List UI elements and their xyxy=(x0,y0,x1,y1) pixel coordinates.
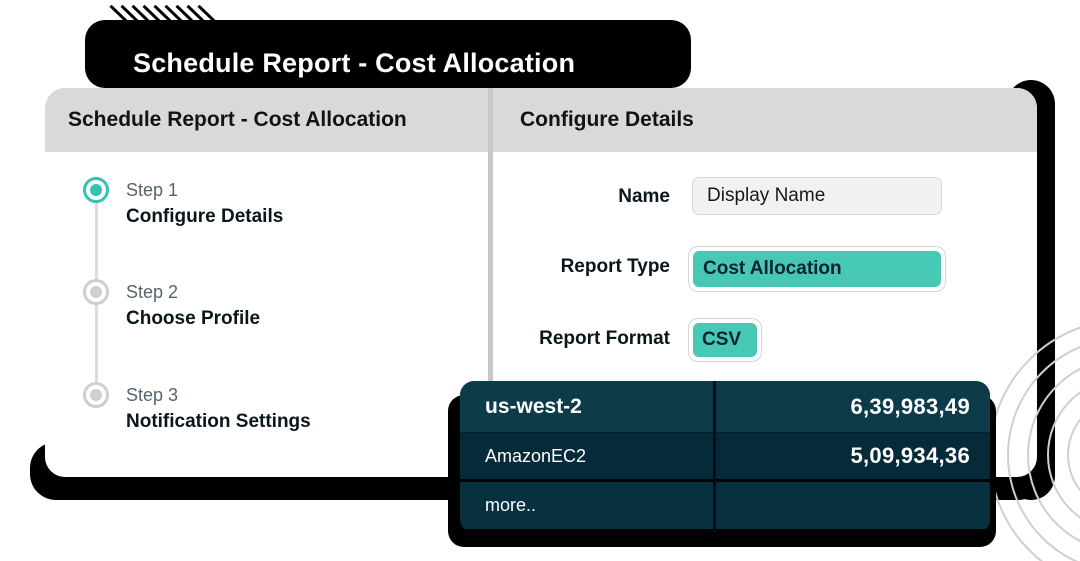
step-3-radio-icon xyxy=(83,382,109,408)
dialog-title-right: Configure Details xyxy=(520,108,694,131)
table-cell-label: us-west-2 xyxy=(485,394,582,418)
table-cell-label: AmazonEC2 xyxy=(485,445,587,466)
title-badge: Schedule Report - Cost Allocation xyxy=(85,20,691,88)
step-1-title: Configure Details xyxy=(126,206,284,227)
step-2-radio-icon xyxy=(83,279,109,305)
table-cell-value: 5,09,934,36 xyxy=(850,443,970,468)
table-row[interactable]: AmazonEC2 5,09,934,36 xyxy=(460,433,990,482)
table-cell-label: more.. xyxy=(485,495,537,515)
dialog-header xyxy=(45,88,1037,152)
report-type-label: Report Type xyxy=(560,256,670,277)
title-badge-text: Schedule Report - Cost Allocation xyxy=(133,47,576,78)
table-column-divider xyxy=(713,381,716,533)
report-type-value: Cost Allocation xyxy=(693,251,941,287)
stepper-step-1[interactable]: Step 1 Configure Details xyxy=(83,177,283,231)
report-format-label: Report Format xyxy=(539,328,670,349)
step-3-label: Step 3 xyxy=(126,385,179,405)
report-format-value: CSV xyxy=(693,323,757,357)
table-row[interactable]: more.. xyxy=(460,482,990,529)
step-1-radio-icon xyxy=(83,177,109,203)
cost-data-table: us-west-2 6,39,983,49 AmazonEC2 5,09,934… xyxy=(460,381,990,533)
hatch-decoration xyxy=(109,0,312,34)
name-input[interactable]: Display Name xyxy=(692,177,942,215)
step-3-title: Notification Settings xyxy=(126,411,311,432)
dialog-title-left: Schedule Report - Cost Allocation xyxy=(68,108,407,131)
report-format-select[interactable]: CSV xyxy=(688,318,762,362)
step-2-title: Choose Profile xyxy=(126,308,261,329)
step-2-label: Step 2 xyxy=(126,282,179,302)
name-label: Name xyxy=(618,186,670,207)
table-cell-value: 6,39,983,49 xyxy=(850,393,970,419)
panel-divider xyxy=(488,88,493,477)
stepper-step-3[interactable]: Step 3 Notification Settings xyxy=(83,382,311,436)
report-type-select[interactable]: Cost Allocation xyxy=(688,246,946,292)
stepper-step-2[interactable]: Step 2 Choose Profile xyxy=(83,279,260,333)
step-1-label: Step 1 xyxy=(126,180,179,200)
table-row[interactable]: us-west-2 6,39,983,49 xyxy=(460,381,990,433)
